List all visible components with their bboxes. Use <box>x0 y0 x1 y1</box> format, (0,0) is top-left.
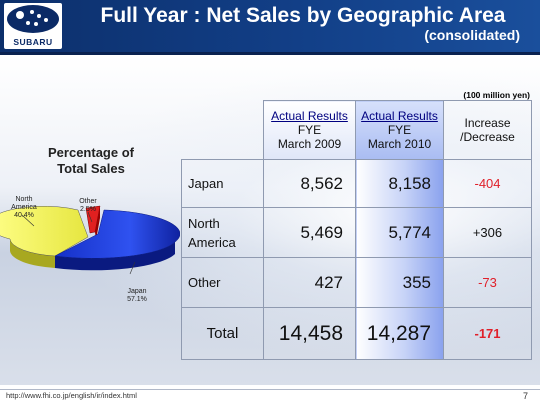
cell-japan-fy2009: 8,562 <box>263 159 356 208</box>
pie-slice-north-america-side <box>10 239 55 268</box>
footer-url[interactable]: http://www.fhi.co.jp/english/ir/index.ht… <box>6 391 137 400</box>
cell-other-fy2010: 355 <box>355 257 444 308</box>
row-label-japan: Japan <box>181 159 264 208</box>
pie-label-other: Other 2.5% <box>76 198 100 214</box>
col-header-change-line1: Increase <box>464 116 511 130</box>
pie-label-japan: Japan 57.1% <box>122 288 152 304</box>
logo-text: SUBARU <box>13 37 53 47</box>
page-subtitle: (consolidated) <box>424 27 520 43</box>
col-header-fy2010-line3: March 2010 <box>367 137 432 151</box>
col-header-fy2009: Actual Results FYE March 2009 <box>263 100 356 160</box>
header-bar: SUBARU Full Year : Net Sales by Geograph… <box>0 0 540 55</box>
cell-other-fy2009: 427 <box>263 257 356 308</box>
pie-title-line2: Total Sales <box>57 161 125 176</box>
col-header-fy2009-line1: Actual Results <box>271 109 348 123</box>
pie-title-line1: Percentage of <box>48 145 134 160</box>
col-header-change-line2: /Decrease <box>460 130 515 144</box>
cell-total-fy2010: 14,287 <box>355 307 444 360</box>
table-row-japan: Japan 8,562 8,158 -404 <box>181 159 532 208</box>
pie-label-north-america: North America 40.4% <box>7 196 41 220</box>
pleiades-logo-icon <box>7 5 59 33</box>
pie-title: Percentage of Total Sales <box>22 145 160 177</box>
cell-total-fy2009: 14,458 <box>263 307 356 360</box>
cell-north-america-change: +306 <box>443 207 532 258</box>
cell-japan-fy2010: 8,158 <box>355 159 444 208</box>
row-label-total: Total <box>181 307 264 360</box>
row-label-north-america-line2: America <box>188 234 236 250</box>
pie-label-north-america-line2: America <box>11 204 37 211</box>
pie-chart <box>0 205 180 275</box>
net-sales-table: Actual Results FYE March 2009 Actual Res… <box>181 100 532 360</box>
unit-note: (100 million yen) <box>463 90 530 100</box>
pie-label-japan-pct: 57.1% <box>127 296 147 303</box>
pie-label-other-pct: 2.5% <box>80 206 96 213</box>
col-header-fy2009-line3: March 2009 <box>277 137 342 151</box>
pie-label-japan-name: Japan <box>127 288 147 295</box>
row-label-north-america: North America <box>181 207 264 258</box>
col-header-change: Increase /Decrease <box>443 100 532 160</box>
pie-slice-other-side <box>95 206 100 240</box>
table-header-row: Actual Results FYE March 2009 Actual Res… <box>182 100 532 160</box>
table-row-other: Other 427 355 -73 <box>181 257 532 308</box>
table-row-north-america: North America 5,469 5,774 +306 <box>181 207 532 258</box>
table-row-total: Total 14,458 14,287 -171 <box>181 307 532 360</box>
col-header-fy2010-line1: Actual Results <box>361 109 438 123</box>
pie-label-north-america-line1: North <box>15 196 33 203</box>
cell-north-america-fy2009: 5,469 <box>263 207 356 258</box>
pie-slice-japan <box>54 209 180 259</box>
cell-north-america-fy2010: 5,774 <box>355 207 444 258</box>
row-label-other: Other <box>181 257 264 308</box>
col-header-fy2010: Actual Results FYE March 2010 <box>355 100 444 160</box>
empty-corner-cell <box>182 101 264 160</box>
subaru-logo: SUBARU <box>4 3 62 49</box>
pie-label-other-name: Other <box>79 198 97 205</box>
cell-total-change: -171 <box>443 307 532 360</box>
footer-divider <box>0 389 540 390</box>
cell-japan-change: -404 <box>443 159 532 208</box>
col-header-fy2009-line2: FYE <box>297 123 322 137</box>
col-header-fy2010-line2: FYE <box>387 123 412 137</box>
pie-slice-north-america <box>0 205 89 257</box>
page-number: 7 <box>522 391 528 401</box>
page-title: Full Year : Net Sales by Geographic Area <box>100 4 506 27</box>
row-label-north-america-line1: North <box>188 215 220 231</box>
pie-slice-japan-side <box>55 242 175 271</box>
cell-other-change: -73 <box>443 257 532 308</box>
pie-label-north-america-pct: 40.4% <box>14 212 34 219</box>
